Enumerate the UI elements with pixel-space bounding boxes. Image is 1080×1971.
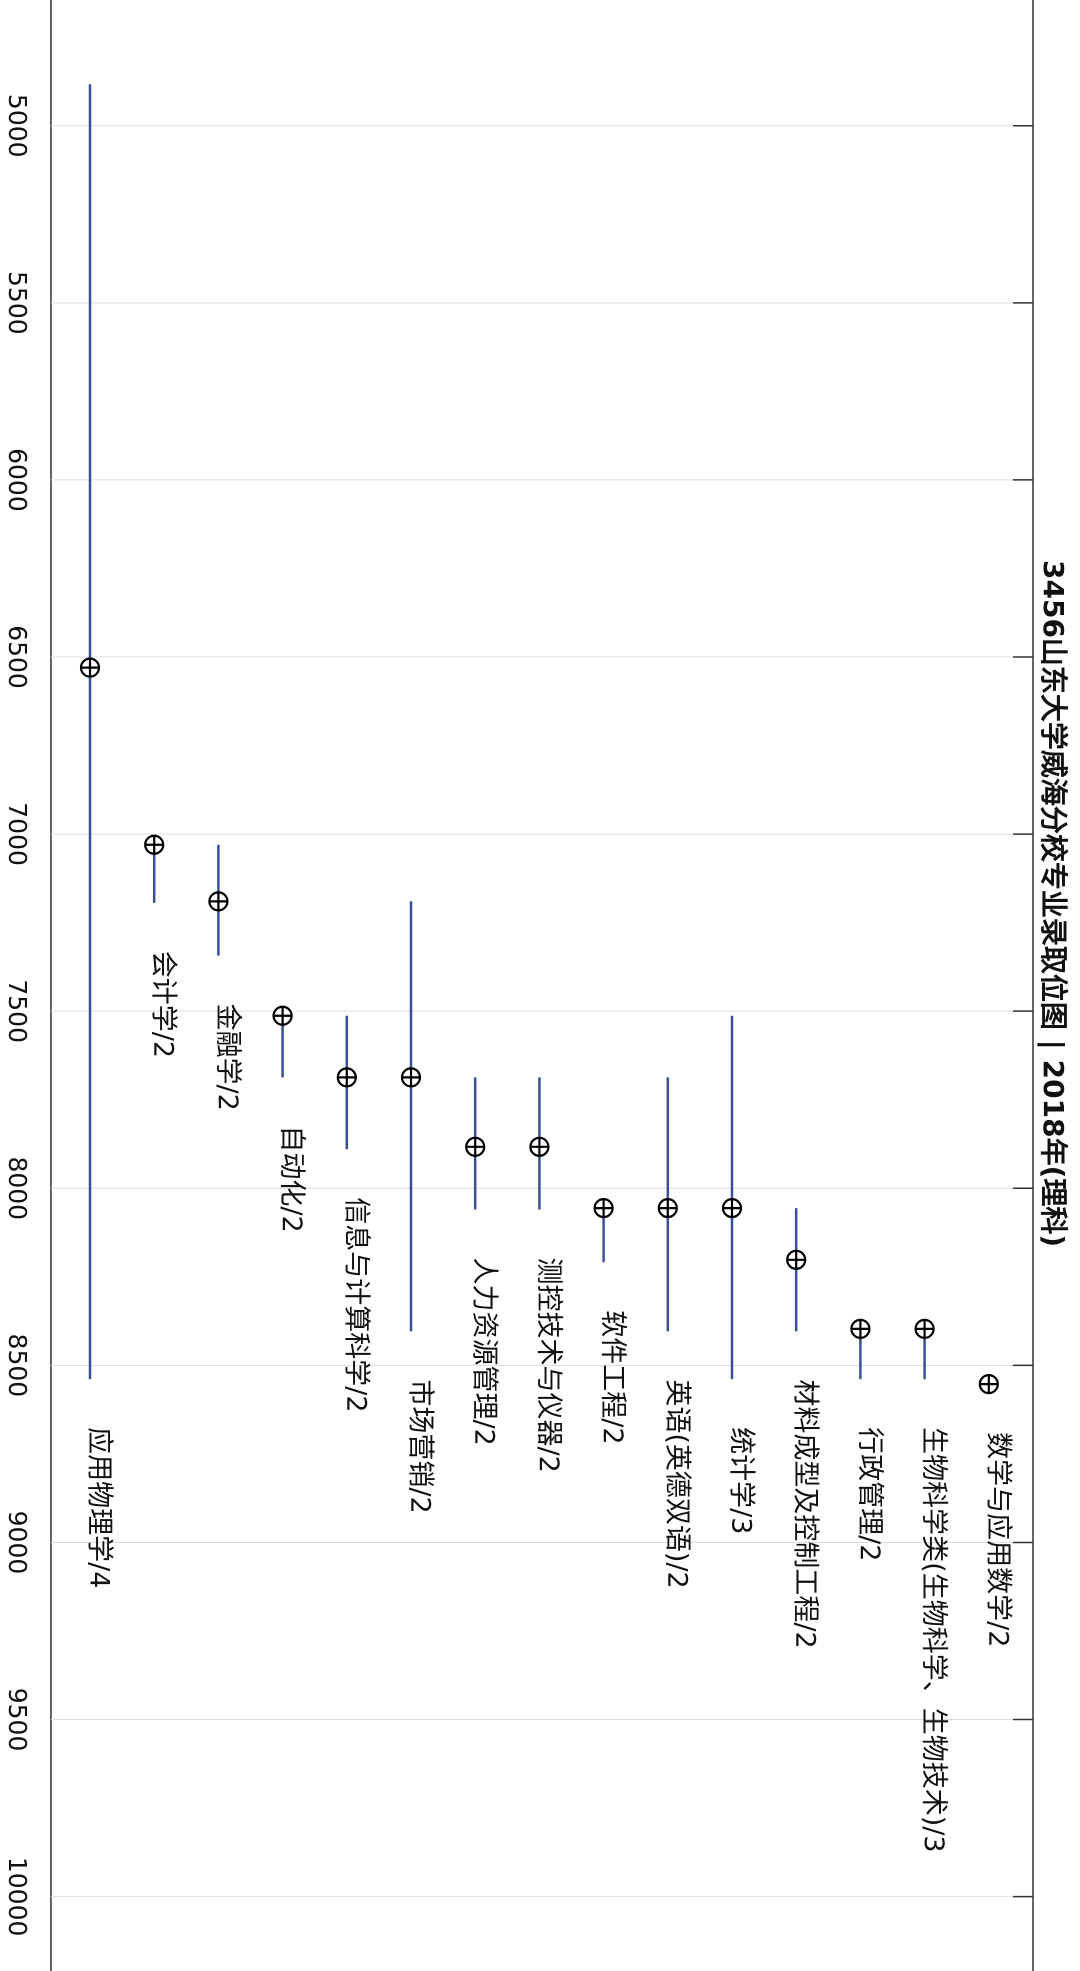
median-marker bbox=[79, 657, 101, 678]
y-tick-label: 8000 bbox=[3, 1156, 32, 1220]
category-label: 软件工程/2 bbox=[597, 1310, 628, 1444]
category-label: 材料成型及控制工程/2 bbox=[790, 1379, 821, 1648]
median-marker bbox=[978, 1374, 999, 1395]
median-marker bbox=[593, 1198, 614, 1219]
y-tick-label: 7000 bbox=[3, 802, 32, 866]
category-label: 英语(英德双语)/2 bbox=[661, 1379, 692, 1588]
category-label: 统计学/3 bbox=[726, 1427, 757, 1534]
y-tick-label: 6500 bbox=[3, 625, 32, 689]
y-tick-label: 5000 bbox=[3, 94, 32, 158]
median-marker bbox=[850, 1318, 871, 1339]
category-label: 金融学/2 bbox=[212, 1004, 243, 1111]
y-tick-label: 7500 bbox=[3, 979, 32, 1043]
category-label: 人力资源管理/2 bbox=[469, 1258, 500, 1446]
median-marker bbox=[144, 834, 165, 855]
y-tick-label: 6000 bbox=[3, 448, 32, 512]
median-marker bbox=[786, 1249, 807, 1270]
chart-title: 3456山东大学威海分校专业录取位图 | 2018年(理科) bbox=[1037, 560, 1070, 1247]
category-label: 自动化/2 bbox=[276, 1125, 307, 1232]
category-label: 测控技术与仪器/2 bbox=[533, 1258, 564, 1473]
category-label: 应用物理学/4 bbox=[84, 1427, 115, 1588]
y-tick-label: 10000 bbox=[3, 1857, 32, 1937]
category-label: 市场营销/2 bbox=[405, 1379, 436, 1513]
y-tick-label: 9000 bbox=[3, 1511, 32, 1575]
median-marker bbox=[914, 1318, 935, 1339]
category-label: 数学与应用数学/2 bbox=[982, 1432, 1013, 1647]
median-marker bbox=[657, 1198, 678, 1219]
median-marker bbox=[208, 891, 229, 912]
category-label: 行政管理/2 bbox=[854, 1427, 885, 1561]
category-label: 会计学/2 bbox=[148, 951, 179, 1058]
category-label: 信息与计算科学/2 bbox=[340, 1197, 371, 1412]
y-tick-label: 8500 bbox=[3, 1334, 32, 1398]
y-tick-label: 9500 bbox=[3, 1688, 32, 1752]
y-tick-label: 5500 bbox=[3, 271, 32, 335]
median-marker bbox=[529, 1136, 550, 1157]
median-marker bbox=[721, 1198, 743, 1219]
median-marker bbox=[465, 1136, 486, 1157]
median-marker bbox=[336, 1067, 357, 1088]
median-marker bbox=[272, 1005, 293, 1026]
category-label: 生物科学类(生物科学、生物技术)/3 bbox=[918, 1427, 949, 1852]
median-marker bbox=[400, 1067, 422, 1088]
